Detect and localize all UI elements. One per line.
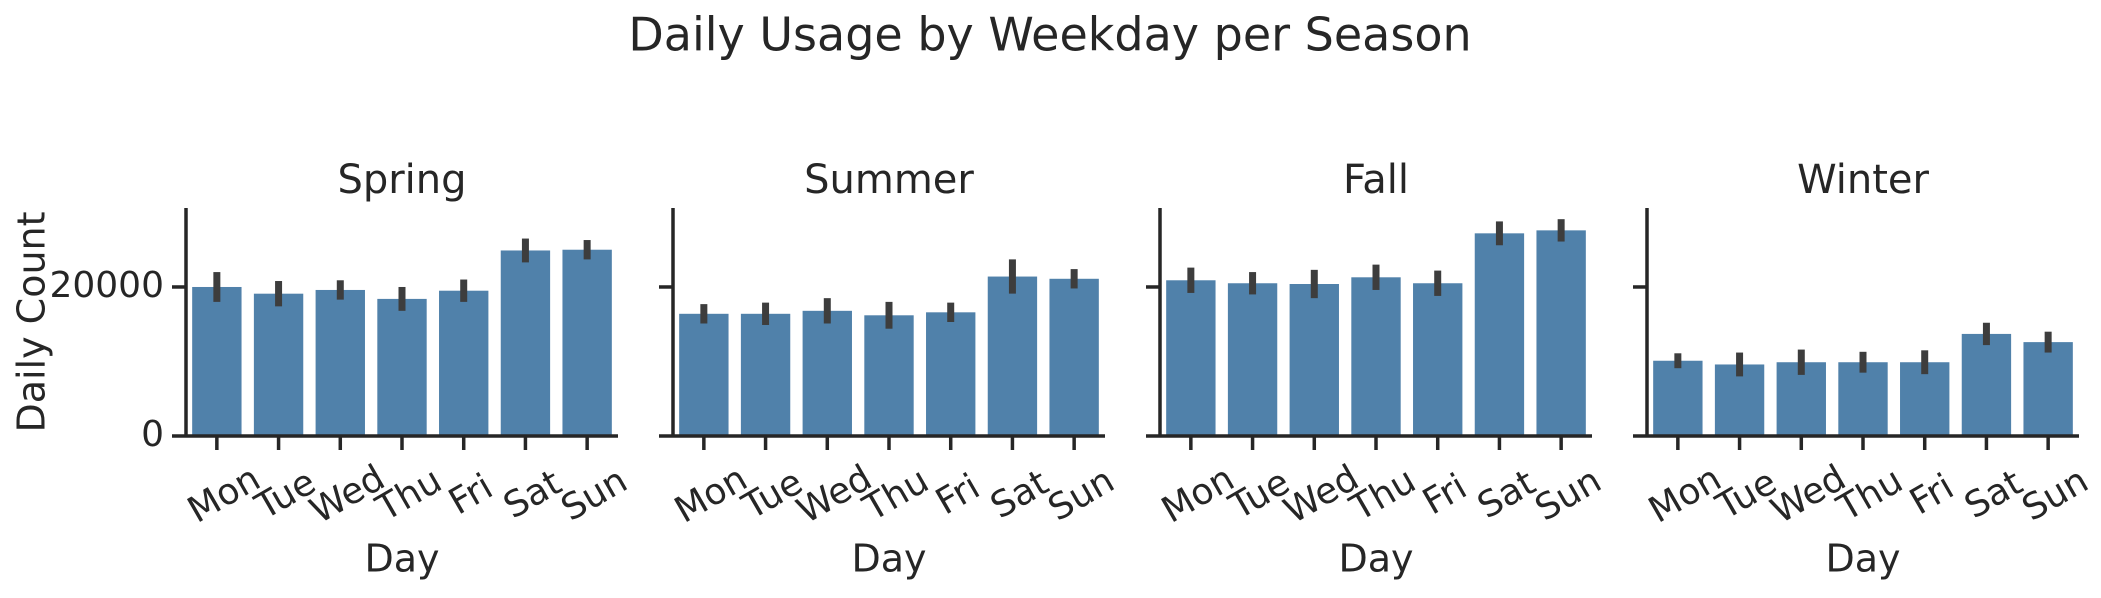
bar	[192, 286, 242, 436]
y-tick-label: 20000	[49, 265, 164, 306]
chart-title: Daily Usage by Weekday per Season	[628, 8, 1471, 62]
x-tick-label: Fri	[1416, 466, 1474, 523]
bar	[802, 310, 852, 436]
y-axis-label: Daily Count	[10, 211, 54, 432]
x-tick-label: Thu	[856, 460, 936, 530]
x-tick-label: Thu	[1343, 460, 1423, 530]
bar	[740, 313, 791, 436]
bar	[864, 315, 914, 436]
bar	[1961, 333, 2012, 436]
bar	[987, 276, 1038, 436]
panel-title: Fall	[1343, 157, 1409, 203]
bar	[1838, 362, 1888, 436]
bar	[1536, 230, 1586, 436]
x-tick-label: Sun	[1041, 460, 1121, 530]
bar	[2023, 342, 2073, 436]
x-tick-label: Sun	[2015, 460, 2095, 530]
x-tick-label: Sun	[1528, 460, 1608, 530]
bar	[1474, 233, 1525, 436]
x-axis-label: Day	[364, 537, 439, 581]
bar	[679, 313, 729, 436]
bar	[1413, 283, 1463, 436]
bar	[439, 290, 489, 436]
bar	[253, 293, 304, 436]
panel-title: Spring	[337, 157, 466, 203]
bar	[1900, 362, 1950, 436]
x-tick-label: Sun	[554, 460, 634, 530]
bar	[1049, 278, 1099, 436]
panel-title: Summer	[804, 157, 974, 203]
panel-title: Winter	[1797, 157, 1929, 203]
bar	[562, 249, 612, 436]
bar	[926, 312, 976, 436]
bar	[315, 289, 365, 436]
x-tick-label: Thu	[1830, 460, 1910, 530]
bar	[1289, 284, 1339, 436]
x-axis-label: Day	[1825, 537, 1900, 581]
x-tick-label: Fri	[442, 466, 500, 523]
x-axis-label: Day	[851, 537, 926, 581]
y-tick-label: 0	[141, 414, 164, 455]
bar	[1166, 280, 1216, 436]
x-tick-label: Fri	[929, 466, 987, 523]
x-axis-label: Day	[1338, 537, 1413, 581]
bar	[1227, 283, 1278, 436]
bar	[1653, 360, 1703, 436]
x-tick-label: Thu	[369, 460, 449, 530]
x-tick-label: Fri	[1903, 466, 1961, 523]
bar	[500, 250, 551, 436]
bar	[1351, 277, 1401, 436]
bar	[377, 298, 427, 436]
